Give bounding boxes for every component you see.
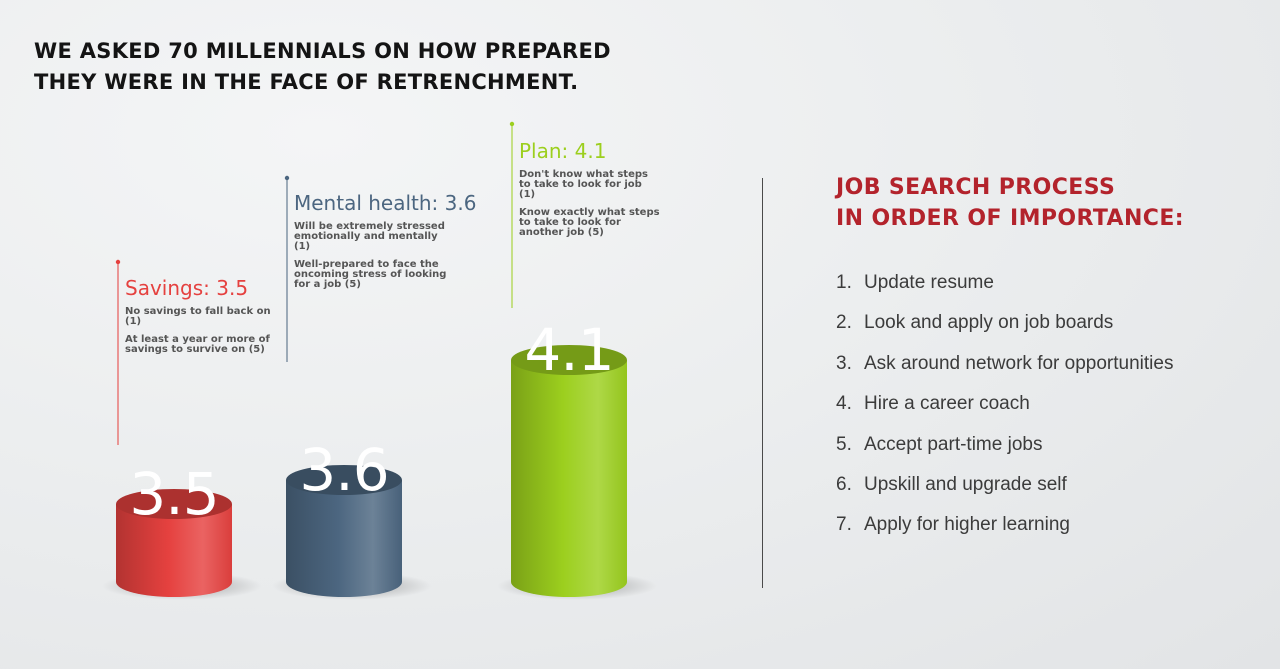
- note-line: to take to look for: [519, 217, 621, 228]
- step-label: Look and apply on job boards: [864, 312, 1114, 334]
- value-label-plan: 4.1: [524, 316, 613, 384]
- note-line: Don't know what steps: [519, 169, 648, 180]
- step-number: 3.: [836, 352, 852, 374]
- note-line: (1): [125, 316, 141, 327]
- note-line: Know exactly what steps: [519, 207, 660, 218]
- process-step-2: 2. Look and apply on job boards: [836, 312, 1173, 352]
- step-label: Apply for higher learning: [864, 514, 1070, 536]
- note-line: At least a year or more of: [125, 334, 271, 345]
- main-title-line-1: We asked 70 millennials on how prepared: [34, 39, 611, 63]
- process-step-7: 7. Apply for higher learning: [836, 514, 1173, 554]
- step-number: 6.: [836, 473, 852, 495]
- category-heading-mental-health: Mental health: 3.6: [294, 191, 476, 215]
- main-title: We asked 70 millennials on how prepared …: [34, 36, 674, 98]
- note-line: oncoming stress of looking: [294, 269, 446, 280]
- leader-dot-mental-health: [284, 175, 290, 181]
- category-heading-plan: Plan: 4.1: [519, 139, 606, 163]
- note-line: savings to survive on (5): [125, 344, 265, 355]
- process-step-6: 6. Upskill and upgrade self: [836, 474, 1173, 514]
- leader-dot-savings: [115, 259, 121, 265]
- bar-plan: [511, 360, 627, 597]
- step-label: Accept part-time jobs: [864, 433, 1043, 455]
- note-line: to take to look for job: [519, 179, 642, 190]
- note-line: for a job (5): [294, 279, 361, 290]
- cylinder-chart: 3.5 Savings: 3.5 No savings to fall back o…: [102, 121, 660, 600]
- process-step-1: 1. Update resume: [836, 272, 1173, 312]
- note-plan-1: Don't know what steps to take to look for…: [519, 169, 648, 200]
- step-label: Hire a career coach: [864, 393, 1030, 415]
- note-line: emotionally and mentally: [294, 231, 438, 242]
- leader-dot-plan: [509, 121, 515, 127]
- bar-top-plan: [511, 345, 627, 375]
- bar-mental-health: [286, 480, 402, 597]
- note-savings-2: At least a year or more of savings to sur…: [125, 334, 271, 355]
- step-label: Upskill and upgrade self: [864, 473, 1067, 495]
- value-label-mental-health: 3.6: [299, 436, 388, 504]
- note-line: (1): [519, 189, 535, 200]
- note-mental-health-1: Will be extremely stressed emotionally an…: [294, 221, 445, 252]
- bar-top-mental-health: [286, 465, 402, 495]
- note-plan-2: Know exactly what steps to take to look f…: [519, 207, 660, 238]
- main-title-line-2: they were in the face of retrenchment.: [34, 70, 579, 94]
- note-line: No savings to fall back on: [125, 306, 271, 317]
- step-label: Update resume: [864, 272, 994, 293]
- note-line: Will be extremely stressed: [294, 221, 445, 232]
- category-heading-savings: Savings: 3.5: [125, 276, 248, 300]
- note-savings-1: No savings to fall back on (1): [125, 306, 271, 327]
- divider-line: [762, 178, 763, 588]
- process-step-5: 5. Accept part-time jobs: [836, 434, 1173, 474]
- step-number: 7.: [836, 514, 852, 536]
- step-number: 5.: [836, 433, 852, 455]
- process-steps-list: 1. Update resume 2. Look and apply on job …: [836, 272, 1173, 555]
- process-title-line-1: Job search process: [836, 175, 1116, 200]
- step-number: 4.: [836, 393, 852, 415]
- bar-top-savings: [116, 489, 232, 519]
- note-line: another job (5): [519, 227, 604, 238]
- bar-savings: [116, 504, 232, 597]
- note-line: Well-prepared to face the: [294, 259, 439, 270]
- process-step-3: 3. Ask around network for opportunities: [836, 353, 1173, 393]
- process-step-4: 4. Hire a career coach: [836, 393, 1173, 433]
- step-label: Ask around network for opportunities: [864, 352, 1174, 374]
- value-label-savings: 3.5: [129, 460, 218, 528]
- process-title: Job search process in order of importanc…: [836, 172, 1184, 234]
- step-number: 1.: [836, 272, 852, 293]
- note-mental-health-2: Well-prepared to face the oncoming stress…: [294, 259, 446, 290]
- process-title-line-2: in order of importance:: [836, 206, 1184, 231]
- note-line: (1): [294, 241, 310, 252]
- step-number: 2.: [836, 312, 852, 334]
